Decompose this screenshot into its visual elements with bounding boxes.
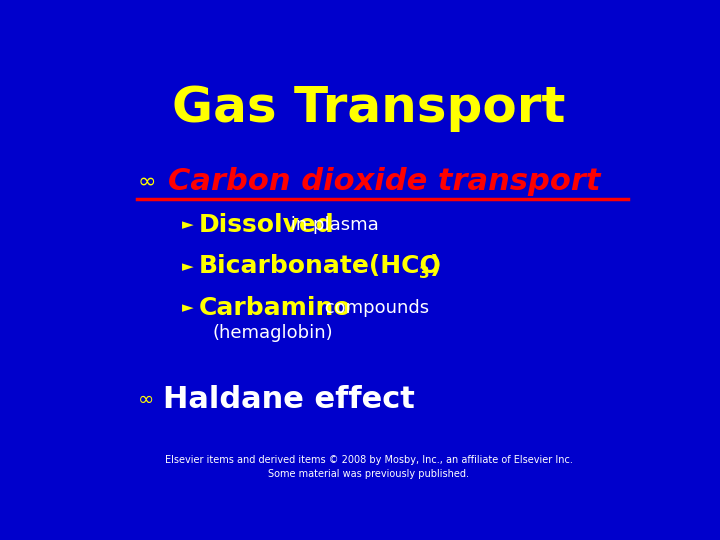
Text: Dissolved: Dissolved xyxy=(199,213,335,237)
Text: Carbon dioxide transport: Carbon dioxide transport xyxy=(168,167,600,195)
Text: ∞: ∞ xyxy=(138,390,153,409)
Text: Gas Transport: Gas Transport xyxy=(172,84,566,132)
Text: ∞: ∞ xyxy=(138,171,156,191)
Text: Carbamino: Carbamino xyxy=(199,296,351,320)
Text: Bicarbonate(HCO: Bicarbonate(HCO xyxy=(199,254,441,279)
Text: (hemaglobin): (hemaglobin) xyxy=(213,324,333,342)
Text: compounds: compounds xyxy=(319,299,429,317)
Text: ►: ► xyxy=(182,259,194,274)
Text: Haldane effect: Haldane effect xyxy=(163,385,415,414)
Text: in plasma: in plasma xyxy=(285,216,379,234)
Text: 3: 3 xyxy=(419,266,430,281)
Text: ): ) xyxy=(431,254,442,279)
Text: ►: ► xyxy=(182,218,194,232)
Text: Elsevier items and derived items © 2008 by Mosby, Inc., an affiliate of Elsevier: Elsevier items and derived items © 2008 … xyxy=(165,455,573,479)
Text: ►: ► xyxy=(182,301,194,315)
